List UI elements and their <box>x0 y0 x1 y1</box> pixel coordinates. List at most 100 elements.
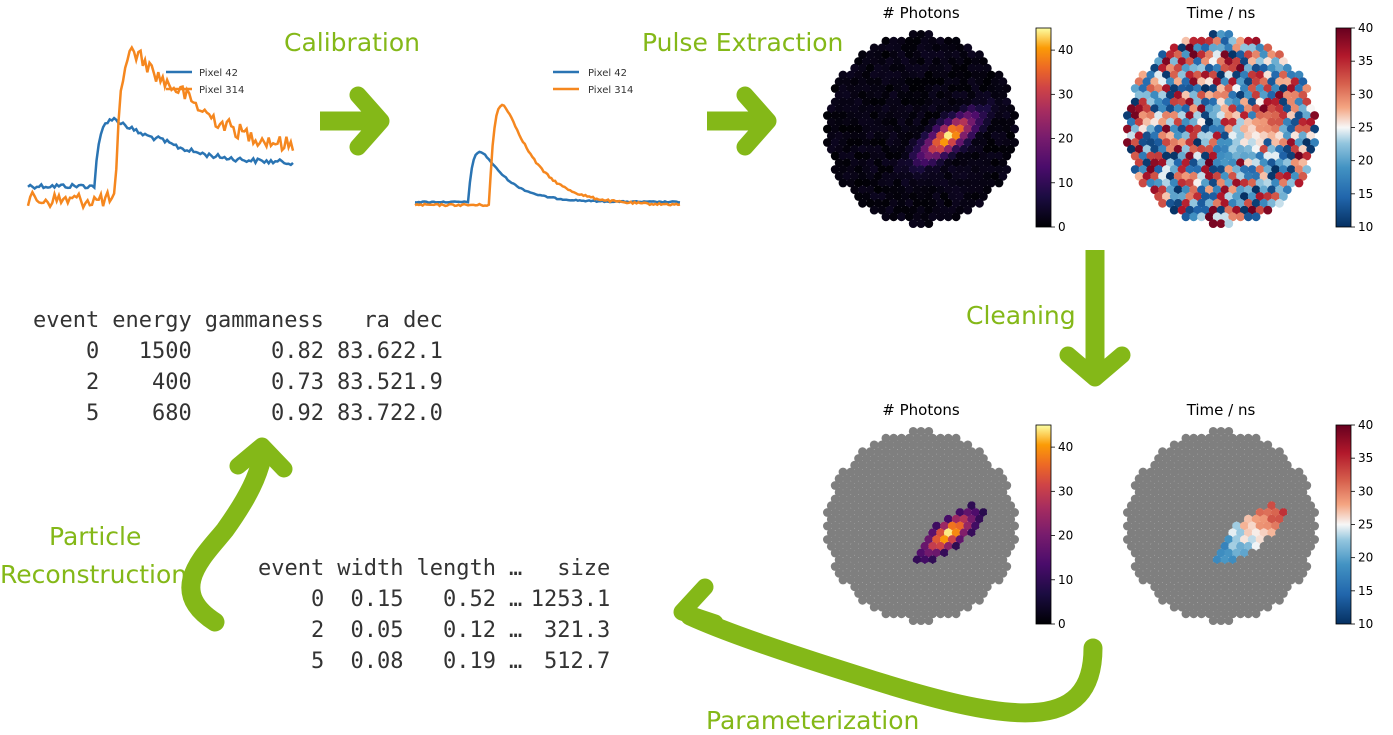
camera-pixel <box>1150 185 1160 195</box>
camera-pixel <box>858 555 867 565</box>
camera-pixel <box>1169 192 1179 201</box>
camera-pixel <box>1220 185 1230 195</box>
camera-pixel <box>1197 595 1206 605</box>
camera-pixel <box>889 447 899 457</box>
camera-pixel <box>826 131 836 141</box>
camera-pixel <box>1010 521 1019 531</box>
camera-pixel <box>912 198 922 208</box>
camera-pixel <box>990 514 1000 524</box>
cleaned-time-title: Time / ns <box>1186 401 1256 419</box>
camera-pixel <box>1286 508 1296 517</box>
camera-pixel <box>1010 124 1019 134</box>
camera-pixel <box>1220 582 1230 592</box>
camera-pixel <box>865 487 875 497</box>
camera-pixel <box>1259 198 1269 208</box>
camera-pixel <box>975 131 984 141</box>
camera-pixel <box>943 501 953 511</box>
camera-pixel <box>1181 609 1191 619</box>
camera-pixel <box>1224 602 1234 612</box>
table-cell: 83.5 <box>336 370 390 395</box>
camera-pixel <box>940 602 949 612</box>
camera-pixel <box>854 494 863 504</box>
camera-pixel <box>1193 535 1202 544</box>
camera-pixel <box>1298 528 1308 538</box>
camera-pixel <box>1204 185 1214 195</box>
camera-pixel <box>1259 555 1269 565</box>
table-header-row: event width length … size <box>258 553 610 584</box>
camera-pixel <box>1302 508 1312 517</box>
table-cell: 0.82 <box>270 339 324 364</box>
camera-pixel <box>979 589 988 598</box>
camera-pixel <box>834 171 844 181</box>
camera-pixel <box>826 144 836 154</box>
camera-pixel <box>912 447 922 457</box>
camera-pixel <box>1228 117 1238 127</box>
camera-pixel <box>1177 178 1187 188</box>
camera-pixel <box>1220 433 1230 443</box>
camera-pixel <box>1220 460 1230 470</box>
camera-pixel <box>975 50 984 60</box>
camera-pixel <box>1228 36 1238 46</box>
camera-pixel <box>889 117 899 127</box>
camera-pixel <box>924 43 934 53</box>
colorbar-tick-label: 20 <box>1358 551 1373 565</box>
camera-pixel <box>1165 90 1175 100</box>
camera-pixel <box>1267 198 1277 208</box>
colorbar-tick-label: 15 <box>1358 584 1373 598</box>
camera-pixel <box>1275 77 1284 87</box>
camera-pixel <box>990 501 1000 511</box>
camera-pixel <box>901 589 910 598</box>
camera-pixel <box>1263 124 1273 134</box>
camera-pixel <box>1204 212 1214 222</box>
camera-pixel <box>1150 514 1160 524</box>
camera-pixel <box>842 131 852 141</box>
camera-pixel <box>1165 77 1175 87</box>
camera-pixel <box>877 124 887 134</box>
camera-pixel <box>1162 562 1171 571</box>
camera-pixel <box>1006 514 1016 524</box>
camera-pixel <box>990 104 1000 114</box>
camera-pixel <box>1134 501 1144 511</box>
camera-pixel <box>920 131 930 141</box>
camera-pixel <box>936 541 945 551</box>
camera-pixel <box>936 158 945 168</box>
camera-pixel <box>826 541 836 551</box>
camera-pixel <box>1177 602 1187 612</box>
camera-pixel <box>842 555 852 565</box>
camera-pixel <box>1290 158 1300 168</box>
camera-pixel <box>920 117 930 127</box>
camera-pixel <box>998 528 1008 538</box>
camera-pixel <box>1271 454 1280 463</box>
camera-pixel <box>881 447 891 457</box>
camera-pixel <box>1158 487 1167 497</box>
camera-pixel <box>1240 575 1249 585</box>
table-cell: 321.3 <box>543 618 611 643</box>
camera-pixel <box>885 535 895 544</box>
camera-pixel <box>1197 528 1206 538</box>
colorbar-tick-label: 40 <box>1358 418 1373 432</box>
camera-pixel <box>1224 151 1234 161</box>
camera-pixel <box>1228 474 1238 484</box>
camera-pixel <box>951 185 961 195</box>
camera-pixel <box>1181 131 1191 141</box>
camera-pixel <box>830 111 840 120</box>
camera-pixel <box>838 548 848 558</box>
camera-pixel <box>877 111 887 120</box>
camera-pixel <box>967 77 977 87</box>
camera-pixel <box>897 185 906 195</box>
camera-pixel <box>1282 568 1292 578</box>
camera-pixel <box>986 548 996 558</box>
camera-pixel <box>932 138 941 147</box>
camera-pixel <box>889 90 899 100</box>
camera-pixel <box>877 192 887 201</box>
camera-pixel <box>1006 541 1016 551</box>
table-row: 5 0.08 0.19 … 512.7 <box>258 646 610 677</box>
camera-pixel <box>1251 185 1261 195</box>
camera-pixel <box>1212 568 1222 578</box>
camera-pixel <box>912 541 922 551</box>
camera-pixel <box>1177 548 1187 558</box>
camera-pixel <box>1204 609 1214 619</box>
camera-pixel <box>1271 494 1280 504</box>
camera-pixel <box>1298 90 1308 100</box>
camera-pixel <box>1197 582 1206 592</box>
